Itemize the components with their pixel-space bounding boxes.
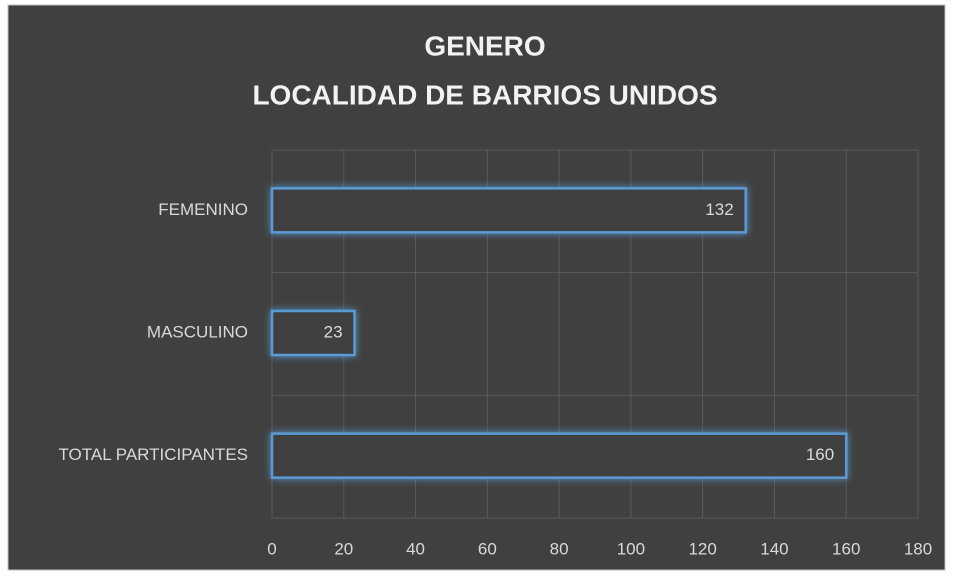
x-tick-label: 40 [406, 539, 425, 558]
bar [270, 187, 747, 234]
data-label: 23 [324, 322, 343, 341]
x-tick-label: 120 [688, 539, 716, 558]
chart-title: GENERO [424, 30, 545, 61]
y-tick-label: FEMENINO [158, 200, 248, 219]
x-tick-label: 20 [334, 539, 353, 558]
x-tick-label: 160 [832, 539, 860, 558]
bar [270, 309, 356, 357]
chart-subtitle: LOCALIDAD DE BARRIOS UNIDOS [252, 79, 717, 110]
data-label: 132 [705, 200, 733, 219]
x-tick-label: 60 [478, 539, 497, 558]
data-label: 160 [806, 445, 834, 464]
y-tick-label: MASCULINO [147, 322, 248, 341]
bar [270, 432, 848, 479]
x-tick-label: 0 [267, 539, 276, 558]
x-tick-label: 180 [904, 539, 932, 558]
y-tick-label: TOTAL PARTICIPANTES [58, 445, 248, 464]
x-tick-label: 140 [760, 539, 788, 558]
x-tick-label: 80 [550, 539, 569, 558]
x-tick-label: 100 [617, 539, 645, 558]
